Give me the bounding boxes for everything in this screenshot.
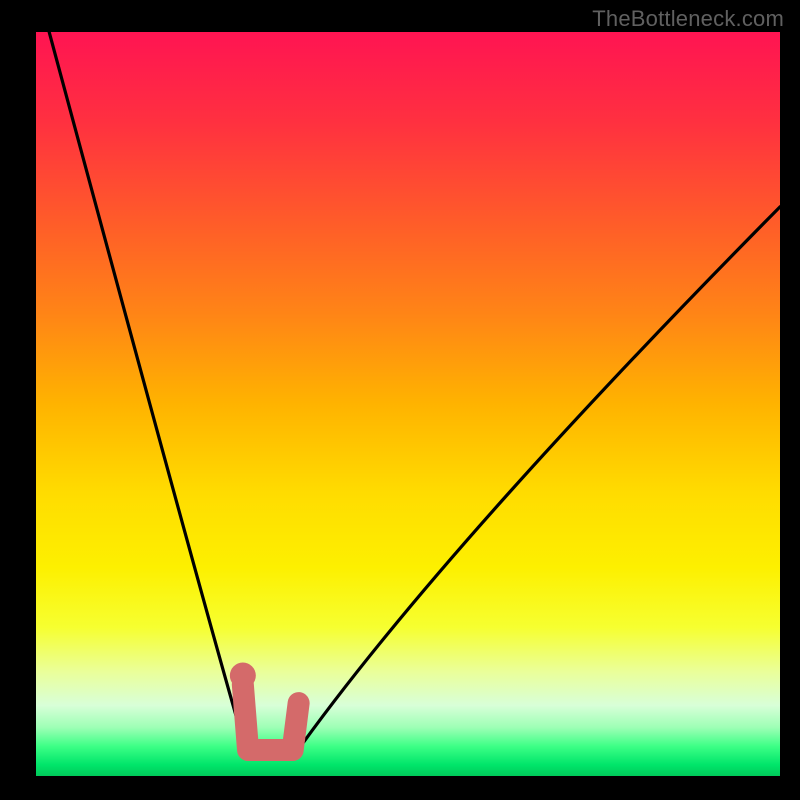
marker-u: [243, 684, 299, 749]
watermark-text: TheBottleneck.com: [592, 6, 784, 32]
chart-container: TheBottleneck.com: [0, 0, 800, 800]
bottleneck-curve: [47, 32, 780, 757]
plot-area: [36, 32, 780, 776]
curve-layer: [36, 32, 780, 776]
marker-dot: [230, 663, 256, 689]
